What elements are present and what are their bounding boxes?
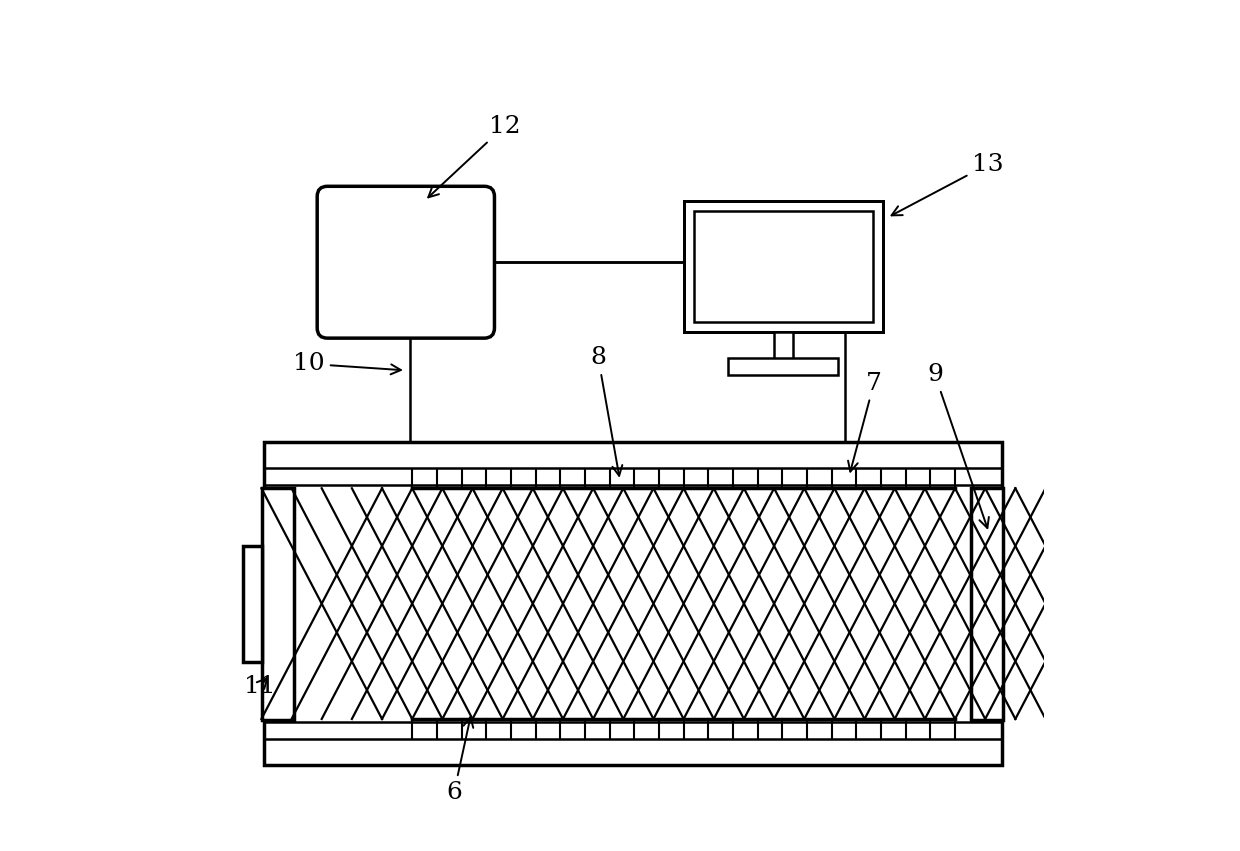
Bar — [264, 443, 1002, 765]
Text: 13: 13 — [892, 153, 1003, 215]
Text: 10: 10 — [294, 352, 401, 375]
Bar — [243, 545, 262, 661]
Bar — [694, 211, 873, 322]
Bar — [728, 358, 838, 375]
Text: 11: 11 — [244, 675, 275, 698]
Bar — [262, 488, 294, 720]
Text: 9: 9 — [928, 363, 988, 528]
Bar — [971, 488, 1003, 720]
FancyBboxPatch shape — [317, 186, 495, 338]
Text: 8: 8 — [590, 346, 622, 476]
Bar — [683, 201, 883, 332]
Bar — [412, 488, 955, 719]
Text: 12: 12 — [428, 115, 520, 197]
Text: 6: 6 — [446, 717, 474, 803]
Text: 7: 7 — [848, 372, 882, 471]
Bar — [774, 332, 792, 359]
